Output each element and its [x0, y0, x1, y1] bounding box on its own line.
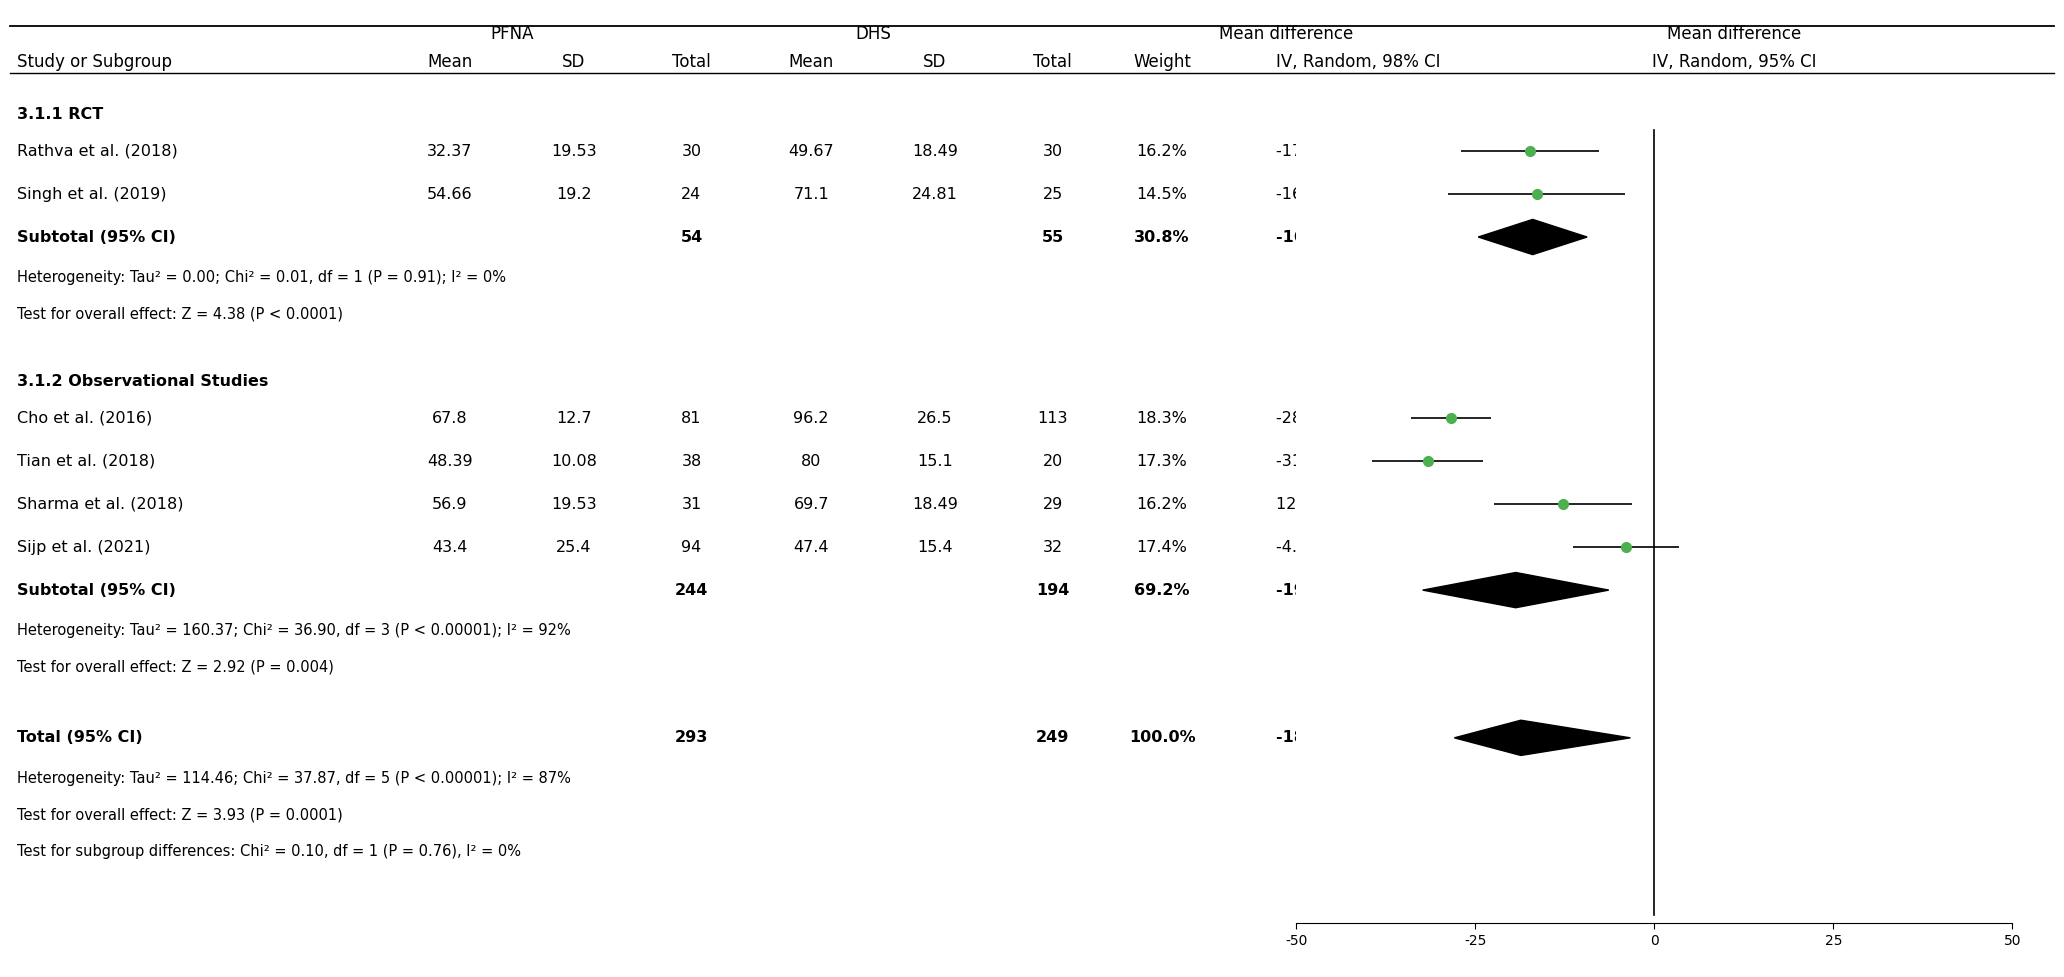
Text: -16.98 [-24.58 , -9.38]: -16.98 [-24.58 , -9.38]	[1276, 230, 1474, 244]
Text: 69.2%: 69.2%	[1135, 582, 1189, 598]
Text: -18.63 [-27.92 , -3.34]: -18.63 [-27.92 , -3.34]	[1276, 731, 1474, 745]
Text: Singh et al. (2019): Singh et al. (2019)	[17, 187, 165, 201]
Polygon shape	[1478, 220, 1587, 255]
Text: Test for subgroup differences: Chi² = 0.10, df = 1 (P = 0.76), I² = 0%: Test for subgroup differences: Chi² = 0.…	[17, 844, 520, 859]
Text: Mean: Mean	[788, 53, 834, 70]
Text: 71.1: 71.1	[793, 187, 830, 201]
Text: 30.8%: 30.8%	[1135, 230, 1189, 244]
Text: 38: 38	[681, 453, 702, 469]
Text: 18.49: 18.49	[912, 496, 958, 512]
Text: Heterogeneity: Tau² = 114.46; Chi² = 37.87, df = 5 (P < 0.00001); I² = 87%: Heterogeneity: Tau² = 114.46; Chi² = 37.…	[17, 771, 570, 786]
Text: 194: 194	[1036, 582, 1069, 598]
Text: 16.2%: 16.2%	[1137, 144, 1187, 158]
Text: 12.7: 12.7	[555, 410, 592, 426]
Text: 17.4%: 17.4%	[1137, 539, 1187, 555]
Text: 113: 113	[1038, 410, 1067, 426]
Text: -4.00 [-11.41 , 3.41]: -4.00 [-11.41 , 3.41]	[1276, 539, 1437, 555]
Text: Rathva et al. (2018): Rathva et al. (2018)	[17, 144, 178, 158]
Text: Test for overall effect: Z = 2.92 (P = 0.004): Test for overall effect: Z = 2.92 (P = 0…	[17, 660, 334, 675]
Text: 14.5%: 14.5%	[1137, 187, 1187, 201]
Text: 32.37: 32.37	[427, 144, 473, 158]
Text: -16.44 [-28.83 , -4.05]: -16.44 [-28.83 , -4.05]	[1276, 187, 1453, 201]
Text: -31.61 [-39.36 , -23.86]: -31.61 [-39.36 , -23.86]	[1276, 453, 1463, 469]
Text: Test for overall effect: Z = 3.93 (P = 0.0001): Test for overall effect: Z = 3.93 (P = 0…	[17, 808, 343, 823]
Text: 19.53: 19.53	[551, 496, 596, 512]
Text: -17.30 [-26.92 , -7.68]: -17.30 [-26.92 , -7.68]	[1276, 144, 1453, 158]
Text: Mean difference: Mean difference	[1666, 25, 1802, 43]
Text: 48.39: 48.39	[427, 453, 473, 469]
Text: 26.5: 26.5	[916, 410, 954, 426]
Text: -28.40 [-34.01 , -22.79]: -28.40 [-34.01 , -22.79]	[1276, 410, 1463, 426]
Text: 96.2: 96.2	[793, 410, 830, 426]
Text: 18.3%: 18.3%	[1137, 410, 1187, 426]
Text: 25.4: 25.4	[555, 539, 592, 555]
Text: 249: 249	[1036, 731, 1069, 745]
Text: 54.66: 54.66	[427, 187, 473, 201]
Text: Mean difference: Mean difference	[1218, 25, 1354, 43]
Text: Weight: Weight	[1133, 53, 1191, 70]
Text: SD: SD	[923, 53, 947, 70]
Text: Subtotal (95% CI): Subtotal (95% CI)	[17, 230, 175, 244]
Text: 3.1.2 Observational Studies: 3.1.2 Observational Studies	[17, 374, 268, 389]
Text: 69.7: 69.7	[793, 496, 830, 512]
Text: 67.8: 67.8	[431, 410, 469, 426]
Text: Total: Total	[673, 53, 710, 70]
Text: IV, Random, 95% CI: IV, Random, 95% CI	[1651, 53, 1816, 70]
Text: 20: 20	[1042, 453, 1063, 469]
Polygon shape	[1422, 573, 1608, 608]
Text: 55: 55	[1042, 230, 1063, 244]
Text: 32: 32	[1042, 539, 1063, 555]
Text: 12.80 [-22.42 , -3.18]: 12.80 [-22.42 , -3.18]	[1276, 496, 1447, 512]
Text: 81: 81	[681, 410, 702, 426]
Text: Heterogeneity: Tau² = 160.37; Chi² = 36.90, df = 3 (P < 0.00001); I² = 92%: Heterogeneity: Tau² = 160.37; Chi² = 36.…	[17, 623, 570, 638]
Text: Tian et al. (2018): Tian et al. (2018)	[17, 453, 155, 469]
Text: Study or Subgroup: Study or Subgroup	[17, 53, 171, 70]
Text: PFNA: PFNA	[489, 25, 535, 43]
Text: DHS: DHS	[854, 25, 892, 43]
Text: SD: SD	[561, 53, 586, 70]
Text: 18.49: 18.49	[912, 144, 958, 158]
Text: 24.81: 24.81	[912, 187, 958, 201]
Text: 31: 31	[681, 496, 702, 512]
Text: 244: 244	[675, 582, 708, 598]
Text: Heterogeneity: Tau² = 0.00; Chi² = 0.01, df = 1 (P = 0.91); I² = 0%: Heterogeneity: Tau² = 0.00; Chi² = 0.01,…	[17, 271, 506, 285]
Text: 30: 30	[681, 144, 702, 158]
Text: Total (95% CI): Total (95% CI)	[17, 731, 142, 745]
Text: 19.53: 19.53	[551, 144, 596, 158]
Text: -19.35 [-32.34 , -6.35]: -19.35 [-32.34 , -6.35]	[1276, 582, 1474, 598]
Text: 3.1.1 RCT: 3.1.1 RCT	[17, 107, 103, 122]
Text: Total: Total	[1034, 53, 1071, 70]
Text: 25: 25	[1042, 187, 1063, 201]
Text: 10.08: 10.08	[551, 453, 596, 469]
Text: 56.9: 56.9	[431, 496, 469, 512]
Text: 43.4: 43.4	[431, 539, 469, 555]
Text: 19.2: 19.2	[555, 187, 592, 201]
Polygon shape	[1455, 720, 1631, 755]
Text: 15.1: 15.1	[916, 453, 954, 469]
Text: 94: 94	[681, 539, 702, 555]
Text: 100.0%: 100.0%	[1129, 731, 1195, 745]
Text: 54: 54	[681, 230, 702, 244]
Text: Sijp et al. (2021): Sijp et al. (2021)	[17, 539, 151, 555]
Text: 24: 24	[681, 187, 702, 201]
Text: Cho et al. (2016): Cho et al. (2016)	[17, 410, 153, 426]
Text: 15.4: 15.4	[916, 539, 954, 555]
Text: 80: 80	[801, 453, 821, 469]
Text: 47.4: 47.4	[793, 539, 830, 555]
Text: Subtotal (95% CI): Subtotal (95% CI)	[17, 582, 175, 598]
Text: 16.2%: 16.2%	[1137, 496, 1187, 512]
Text: 30: 30	[1042, 144, 1063, 158]
Text: 29: 29	[1042, 496, 1063, 512]
Text: 49.67: 49.67	[788, 144, 834, 158]
Text: 293: 293	[675, 731, 708, 745]
Text: Test for overall effect: Z = 4.38 (P < 0.0001): Test for overall effect: Z = 4.38 (P < 0…	[17, 307, 343, 321]
Text: Mean: Mean	[427, 53, 473, 70]
Text: IV, Random, 98% CI: IV, Random, 98% CI	[1276, 53, 1441, 70]
Text: 17.3%: 17.3%	[1137, 453, 1187, 469]
Text: Sharma et al. (2018): Sharma et al. (2018)	[17, 496, 184, 512]
